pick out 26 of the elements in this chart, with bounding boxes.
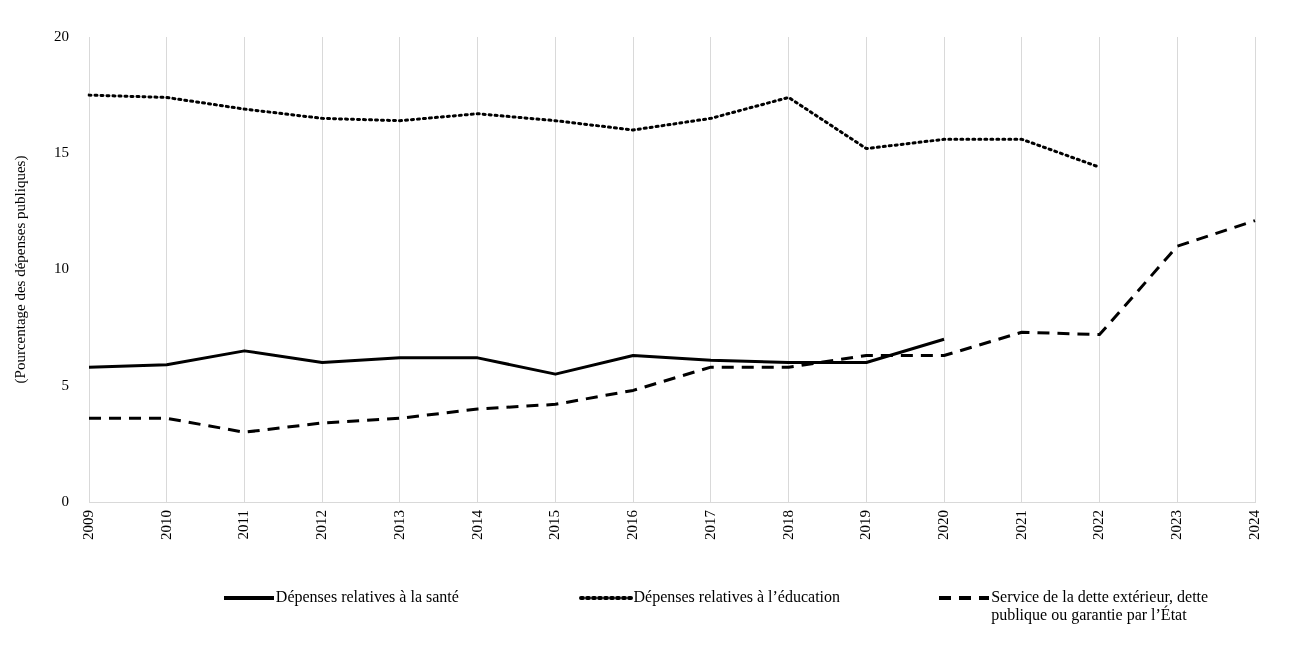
x-tick-label: 2021 [1012, 510, 1029, 540]
x-tick-label: 2020 [935, 510, 951, 540]
y-tick-label: 20 [54, 27, 69, 44]
y-tick-label: 0 [61, 492, 69, 509]
legend-label: Dépenses relatives à la santé [275, 588, 460, 606]
line-series [87, 219, 1257, 434]
legend-label: Dépenses relatives à l’éducation [633, 588, 842, 606]
legend-label: Service de la dette extérieur, dette publique ou garantie par l’État [991, 588, 1210, 624]
x-tick-label: 2016 [624, 509, 641, 540]
x-tick-label: 2024 [1245, 509, 1262, 540]
x-tick-label: 2009 [79, 510, 96, 540]
x-tick-label: 2011 [235, 510, 252, 540]
x-tick-label: 2013 [390, 510, 407, 540]
y-axis-title: (Pourcentage des dépenses publiques) [11, 155, 29, 384]
x-tick-label: 2014 [468, 509, 485, 540]
x-tick-label: 2017 [701, 509, 718, 540]
y-tick-label: 10 [54, 260, 69, 277]
y-tick-label: 5 [61, 376, 69, 393]
x-tick-label: 2022 [1090, 510, 1107, 540]
x-tick-label: 2018 [779, 510, 796, 540]
x-tick-label: 2012 [313, 510, 330, 540]
x-tick-label: 2019 [857, 510, 874, 540]
y-tick-label: 15 [54, 144, 69, 161]
x-tick-label: 2015 [546, 510, 563, 540]
x-tick-label: 2010 [157, 510, 174, 540]
x-tick-label: 2023 [1168, 510, 1185, 540]
